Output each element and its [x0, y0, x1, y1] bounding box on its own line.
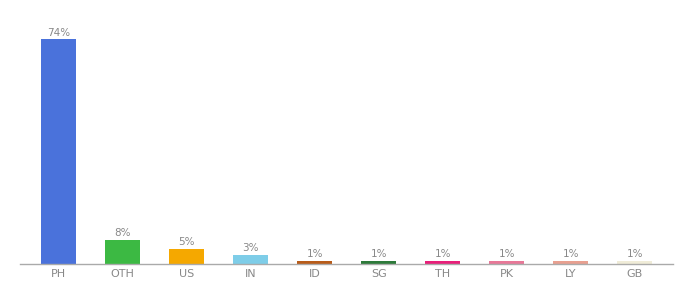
Bar — [425, 261, 460, 264]
Text: 1%: 1% — [626, 249, 643, 260]
Bar — [41, 39, 76, 264]
Bar — [233, 255, 269, 264]
Bar — [617, 261, 652, 264]
Bar — [297, 261, 333, 264]
Text: 74%: 74% — [47, 28, 70, 38]
Text: 1%: 1% — [307, 249, 323, 260]
Bar — [105, 240, 140, 264]
Bar — [169, 249, 205, 264]
Text: 5%: 5% — [179, 237, 195, 247]
Text: 8%: 8% — [114, 228, 131, 238]
Text: 1%: 1% — [435, 249, 451, 260]
Text: 3%: 3% — [243, 243, 259, 254]
Text: 1%: 1% — [371, 249, 387, 260]
Text: 1%: 1% — [562, 249, 579, 260]
Bar — [489, 261, 524, 264]
Bar — [361, 261, 396, 264]
Text: 1%: 1% — [498, 249, 515, 260]
Bar — [554, 261, 588, 264]
